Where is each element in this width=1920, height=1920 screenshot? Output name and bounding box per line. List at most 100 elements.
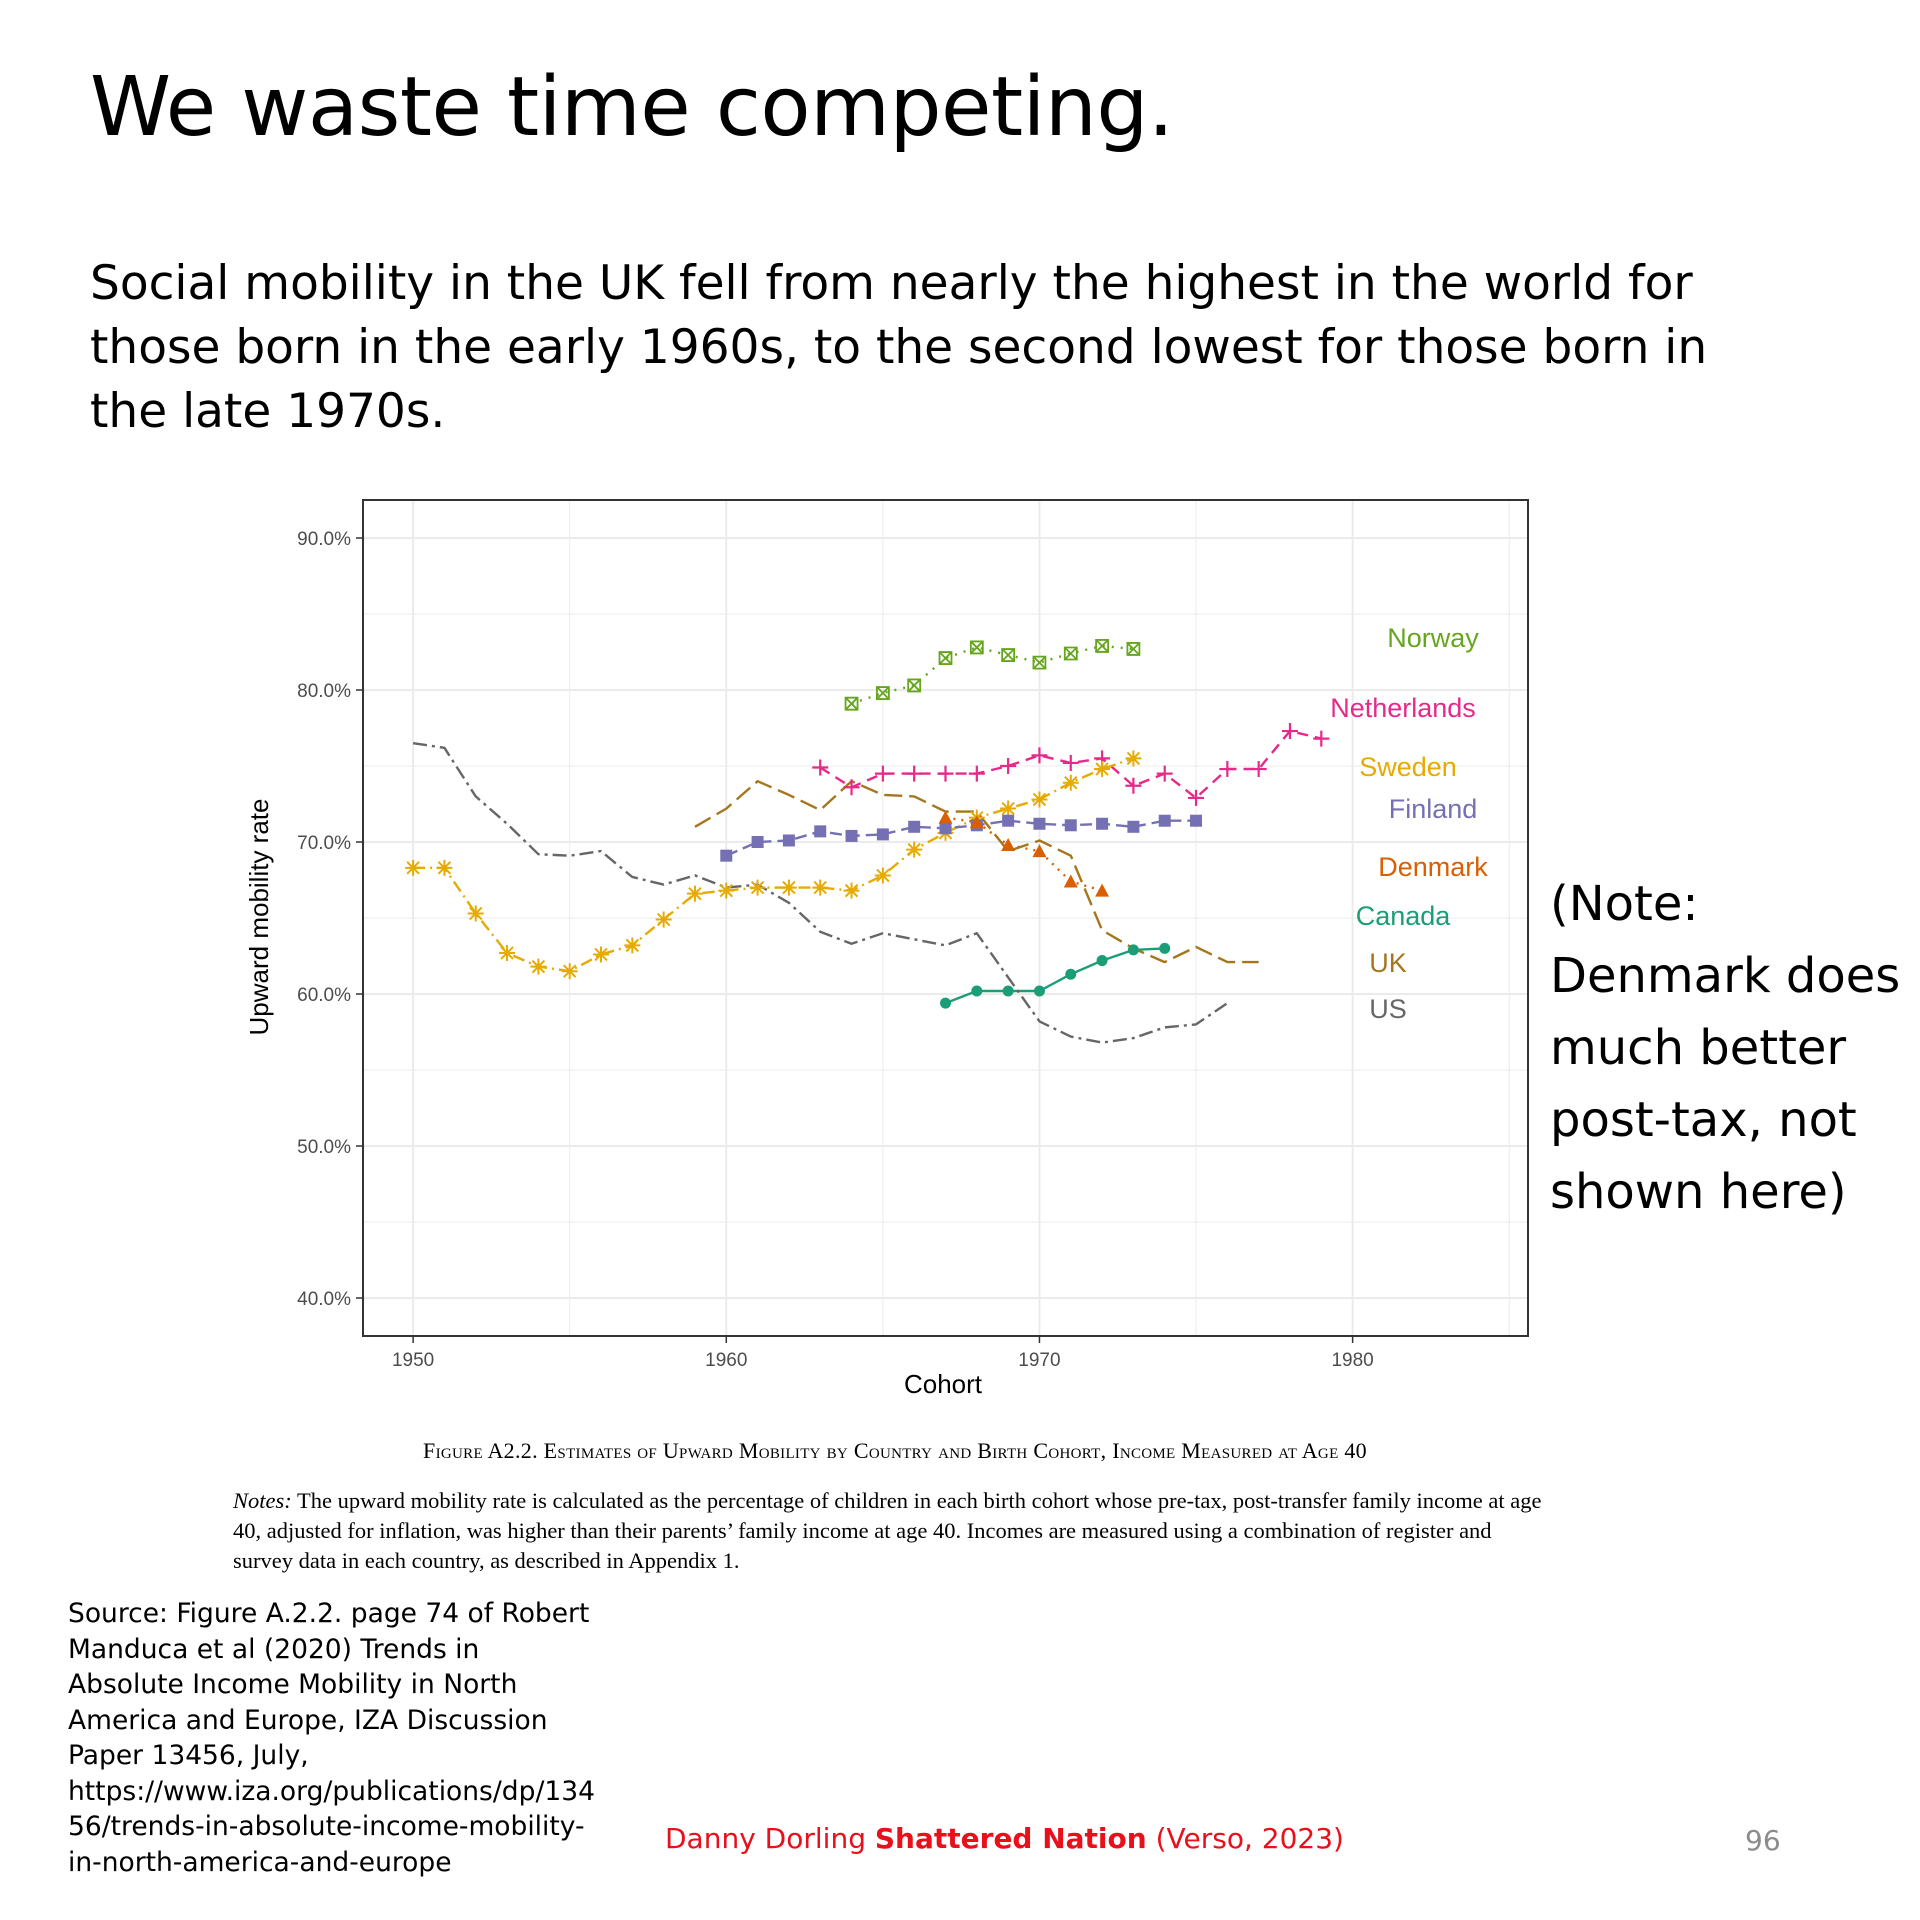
- data-point-sweden: [405, 859, 422, 876]
- data-point-netherlands: [874, 765, 891, 782]
- x-tick-label: 1960: [705, 1350, 747, 1371]
- data-point-netherlands: [937, 765, 954, 782]
- series-label-canada: Canada: [1356, 901, 1452, 931]
- data-point-finland: [1127, 820, 1140, 833]
- data-point-canada: [1096, 955, 1108, 967]
- data-point-norway: [875, 686, 890, 700]
- footer-book-title: Shattered Nation: [874, 1822, 1147, 1855]
- data-point-denmark: [1063, 874, 1078, 888]
- data-point-denmark: [1095, 883, 1110, 897]
- data-point-sweden: [655, 911, 672, 928]
- figure-caption: Figure A2.2. Estimates of Upward Mobilit…: [423, 1438, 1367, 1463]
- series-label-finland: Finland: [1389, 794, 1478, 824]
- figure-notes: Notes: The upward mobility rate is calcu…: [233, 1486, 1543, 1576]
- data-point-sweden: [906, 841, 923, 858]
- data-point-norway: [1032, 655, 1047, 670]
- source-citation: Source: Figure A.2.2. page 74 of Robert …: [68, 1598, 595, 1878]
- data-point-sweden: [686, 885, 703, 902]
- series-label-denmark: Denmark: [1378, 852, 1488, 882]
- data-point-denmark: [938, 810, 953, 824]
- series-line-denmark: [945, 816, 1103, 892]
- data-point-finland: [939, 822, 952, 835]
- y-tick-label: 70.0%: [297, 833, 351, 854]
- data-point-sweden: [624, 937, 641, 954]
- y-tick-label: 60.0%: [297, 985, 351, 1006]
- data-point-netherlands: [1156, 765, 1173, 782]
- data-point-finland: [876, 828, 889, 841]
- data-point-sweden: [1000, 800, 1017, 817]
- slide-title: We waste time competing.: [90, 60, 1174, 155]
- figure-notes-text: The upward mobility rate is calculated a…: [233, 1488, 1542, 1573]
- data-point-norway: [1001, 648, 1016, 662]
- data-point-finland: [1158, 814, 1171, 827]
- footer-credit: Danny Dorling Shattered Nation (Verso, 2…: [665, 1822, 1344, 1855]
- data-point-netherlands: [1250, 761, 1267, 778]
- series-labels: Norway Netherlands Sweden Finland Denmark Can…: [1330, 623, 1488, 1024]
- data-point-netherlands: [1031, 747, 1048, 764]
- data-point-netherlands: [1125, 777, 1142, 794]
- data-point-netherlands: [1219, 761, 1236, 778]
- data-point-finland: [845, 829, 858, 842]
- series-line-sweden: [413, 757, 1134, 973]
- plot-border: [362, 499, 1529, 1337]
- data-point-norway: [1126, 642, 1141, 656]
- data-point-netherlands: [843, 779, 860, 796]
- data-point-sweden: [1125, 750, 1142, 767]
- data-point-sweden: [1062, 774, 1079, 791]
- y-tick-label: 90.0%: [297, 529, 351, 550]
- data-point-norway: [969, 640, 984, 655]
- data-point-sweden: [780, 879, 797, 896]
- data-point-denmark: [1032, 844, 1047, 858]
- x-tick-label: 1980: [1331, 1350, 1373, 1371]
- data-point-sweden: [436, 859, 453, 876]
- series-label-uk: UK: [1369, 948, 1407, 978]
- series-markers: [405, 639, 1330, 1009]
- data-point-finland: [1002, 814, 1015, 827]
- page-number: 96: [1745, 1824, 1781, 1857]
- data-point-sweden: [874, 867, 891, 884]
- data-point-finland: [1064, 819, 1077, 832]
- data-point-sweden: [561, 963, 578, 980]
- data-point-finland: [751, 836, 764, 848]
- x-tick-label: 1950: [392, 1350, 434, 1371]
- data-point-canada: [1033, 985, 1045, 997]
- slide-subtitle: Social mobility in the UK fell from near…: [90, 256, 1708, 439]
- data-point-denmark: [969, 815, 984, 829]
- data-point-netherlands: [1188, 789, 1205, 806]
- data-point-finland: [1096, 817, 1109, 830]
- data-point-canada: [1065, 968, 1077, 980]
- data-point-sweden: [718, 882, 735, 899]
- series-label-norway: Norway: [1387, 623, 1479, 653]
- data-point-sweden: [843, 882, 860, 899]
- data-point-netherlands: [1062, 754, 1079, 771]
- data-point-finland: [782, 834, 795, 847]
- data-point-netherlands: [1281, 723, 1298, 740]
- footer-publisher: (Verso, 2023): [1146, 1822, 1344, 1855]
- data-point-sweden: [812, 879, 829, 896]
- data-point-netherlands: [906, 765, 923, 782]
- data-point-finland: [908, 820, 921, 833]
- data-point-canada: [940, 997, 951, 1009]
- data-point-norway: [1095, 639, 1109, 653]
- axes: 1950 1960 1970 1980 40.0% 50.0% 60.0% 70.0% 80.0…: [297, 499, 1529, 1371]
- data-point-canada: [1127, 944, 1139, 956]
- data-point-sweden: [593, 946, 610, 963]
- data-point-canada: [1159, 942, 1171, 954]
- data-point-denmark: [1001, 838, 1016, 852]
- data-point-finland: [814, 825, 827, 838]
- x-tick-label: 1970: [1018, 1350, 1060, 1371]
- data-point-sweden: [1031, 791, 1048, 808]
- series-line-norway: [851, 644, 1134, 705]
- y-tick-label: 80.0%: [297, 681, 351, 702]
- series-lines: [412, 644, 1322, 1044]
- data-point-norway: [1063, 646, 1078, 661]
- data-point-canada: [971, 985, 983, 997]
- data-point-norway: [938, 651, 953, 665]
- data-point-sweden: [467, 905, 484, 922]
- x-axis-title: Cohort: [904, 1369, 983, 1399]
- data-point-netherlands: [1313, 730, 1330, 747]
- data-point-norway: [844, 696, 859, 711]
- grid-lines: [363, 500, 1528, 1336]
- data-point-netherlands: [812, 759, 829, 776]
- data-point-finland: [1190, 814, 1203, 827]
